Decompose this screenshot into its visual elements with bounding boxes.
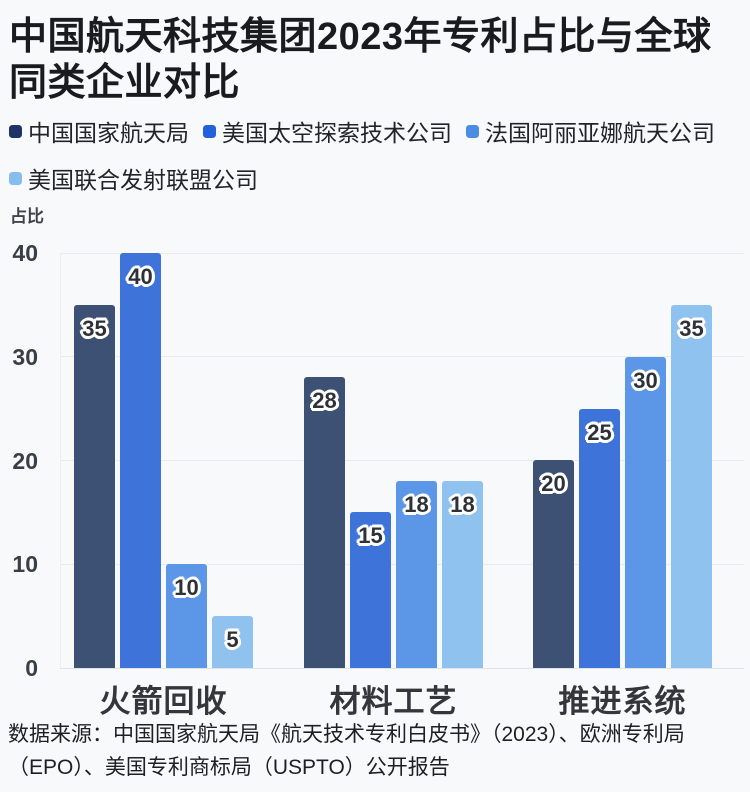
y-tick-20: 20 bbox=[12, 447, 38, 474]
y-tick-30: 30 bbox=[12, 343, 38, 370]
x-category-label-2: 材料工艺 bbox=[329, 684, 458, 719]
gridline-y-20 bbox=[60, 460, 744, 461]
bar-value-label: 35 bbox=[82, 316, 107, 341]
bar-材料工艺-series3: 18 bbox=[396, 481, 437, 668]
bar-火箭回收-series3: 10 bbox=[166, 564, 207, 668]
bar-value-label: 18 bbox=[404, 492, 429, 517]
legend-marker-icon bbox=[9, 124, 22, 138]
bar-材料工艺-series2: 15 bbox=[350, 512, 391, 668]
legend-item-1: 中国国家航天局 bbox=[9, 114, 189, 148]
chart-title: 中国航天科技集团2023年专利占比与全球 同类企业对比 bbox=[9, 14, 747, 106]
y-tick-0: 0 bbox=[25, 655, 38, 681]
y-axis-label: 占比 bbox=[10, 207, 44, 226]
legend-item-label: 美国太空探索技术公司 bbox=[222, 120, 452, 146]
gridline-y-0 bbox=[60, 667, 744, 669]
gridline-y-30 bbox=[60, 356, 744, 358]
bar-value-label: 40 bbox=[128, 264, 153, 289]
gridline-y-40 bbox=[60, 252, 744, 254]
bar-value-label: 28 bbox=[312, 388, 337, 413]
legend-item-label: 法国阿丽亚娜航天公司 bbox=[485, 120, 715, 146]
y-axis-line bbox=[60, 253, 61, 668]
legend-item-3: 法国阿丽亚娜航天公司 bbox=[466, 114, 715, 148]
bar-value-label: 30 bbox=[633, 368, 658, 393]
y-tick-40: 40 bbox=[12, 240, 38, 266]
data-source-line2: （EPO）、美国专利商标局（USPTO）公开报告 bbox=[8, 756, 450, 779]
chart-title-line2: 同类企业对比 bbox=[9, 62, 241, 104]
bar-火箭回收-series1: 35 bbox=[74, 305, 115, 668]
bar-材料工艺-series1: 28 bbox=[304, 377, 345, 668]
legend-item-4: 美国联合发射联盟公司 bbox=[9, 161, 258, 195]
data-source-note: 数据来源：中国国家航天局《航天技术专利白皮书》（2023）、欧洲专利局 （EPO… bbox=[8, 718, 748, 784]
legend-marker-icon bbox=[9, 171, 22, 185]
bar-推进系统-series4: 35 bbox=[671, 305, 712, 668]
bar-value-label: 15 bbox=[358, 523, 383, 548]
bar-推进系统-series2: 25 bbox=[579, 409, 620, 668]
bar-火箭回收-series4: 5 bbox=[212, 616, 253, 668]
bar-value-label: 5 bbox=[226, 627, 239, 652]
data-source-line1: 数据来源：中国国家航天局《航天技术专利白皮书》（2023）、欧洲专利局 bbox=[8, 723, 685, 746]
bar-value-label: 25 bbox=[587, 420, 612, 445]
chart-title-line1: 中国航天科技集团2023年专利占比与全球 bbox=[9, 16, 712, 58]
bar-value-label: 20 bbox=[541, 471, 566, 496]
bar-value-label: 35 bbox=[679, 316, 704, 341]
legend-item-label: 中国国家航天局 bbox=[28, 120, 189, 146]
bar-材料工艺-series4: 18 bbox=[442, 481, 483, 668]
bar-value-label: 18 bbox=[450, 492, 475, 517]
bar-火箭回收-series2: 40 bbox=[120, 253, 161, 668]
x-category-label-3: 推进系统 bbox=[558, 684, 687, 719]
legend-marker-icon bbox=[203, 124, 216, 138]
legend-marker-icon bbox=[466, 124, 479, 138]
y-tick-10: 10 bbox=[12, 551, 38, 578]
x-category-label-1: 火箭回收 bbox=[99, 684, 228, 719]
bar-推进系统-series1: 20 bbox=[533, 460, 574, 668]
bar-推进系统-series3: 30 bbox=[625, 357, 666, 668]
legend-item-label: 美国联合发射联盟公司 bbox=[28, 167, 258, 193]
legend-item-2: 美国太空探索技术公司 bbox=[203, 114, 452, 148]
legend: 中国国家航天局 美国太空探索技术公司 法国阿丽亚娜航天公司美国联合发射联盟公司 bbox=[9, 114, 747, 195]
bar-value-label: 10 bbox=[174, 575, 199, 600]
